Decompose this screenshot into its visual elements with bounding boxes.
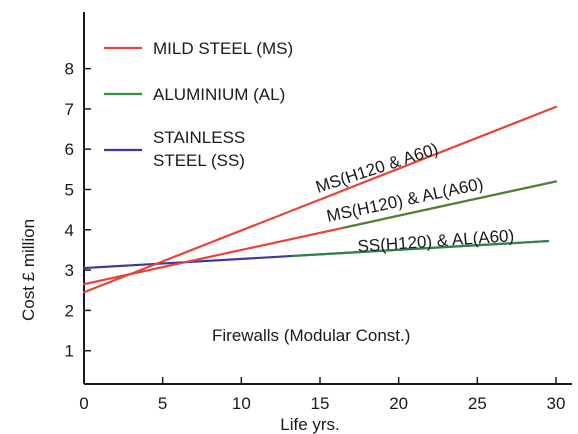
x-tick-label: 20 — [389, 394, 408, 413]
x-axis-title: Life yrs. — [280, 415, 340, 434]
x-tick-label: 30 — [547, 394, 566, 413]
y-tick-label: 6 — [65, 140, 74, 159]
legend-label: STAINLESS — [153, 128, 245, 147]
x-tick-label: 15 — [311, 394, 330, 413]
series-line-label: SS(H120) & AL(A60) — [357, 226, 515, 256]
series-line-accent — [342, 180, 558, 229]
y-tick-label: 3 — [65, 261, 74, 280]
y-tick-label: 7 — [65, 100, 74, 119]
legend-label: STEEL (SS) — [153, 151, 245, 170]
legend-label: MILD STEEL (MS) — [153, 39, 293, 58]
x-tick-label: 10 — [232, 394, 251, 413]
legend-label: ALUMINIUM (AL) — [153, 85, 285, 104]
series-lines — [82, 105, 558, 294]
y-axis-title: Cost £ million — [19, 219, 38, 321]
x-tick-label: 25 — [468, 394, 487, 413]
series-line — [82, 105, 558, 294]
chart-annotation: Firewalls (Modular Const.) — [212, 326, 410, 345]
x-tick-label: 5 — [158, 394, 167, 413]
series-labels: MS(H120 & A60)MS(H120) & AL(A60)SS(H120)… — [212, 139, 515, 345]
series-line-accent — [291, 239, 550, 258]
y-tick-label: 1 — [65, 342, 74, 361]
axes — [83, 12, 572, 385]
ticks: 0 5 10 15 20 25 30 1 2 3 4 5 6 7 8 — [65, 60, 566, 413]
y-tick-label: 2 — [65, 301, 74, 320]
legend: MILD STEEL (MS) ALUMINIUM (AL) STAINLESS ST… — [104, 39, 293, 170]
x-tick-label: 0 — [79, 394, 88, 413]
y-tick-label: 4 — [65, 221, 74, 240]
y-tick-label: 5 — [65, 181, 74, 200]
y-tick-label: 8 — [65, 60, 74, 79]
